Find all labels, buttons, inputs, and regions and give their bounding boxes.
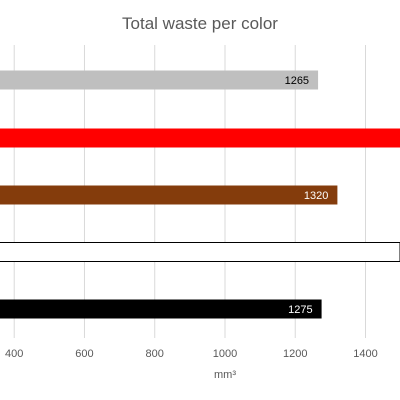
x-tick-label: 600 bbox=[75, 348, 93, 360]
bar-data-label: 1320 bbox=[304, 190, 328, 202]
x-tick-label: 1400 bbox=[353, 348, 377, 360]
x-tick-label: 400 bbox=[5, 348, 23, 360]
bar bbox=[0, 185, 338, 205]
x-tick-label: 1000 bbox=[213, 348, 237, 360]
bar bbox=[0, 242, 400, 262]
x-tick-label: 800 bbox=[146, 348, 164, 360]
bar bbox=[0, 128, 400, 148]
bar-data-label: 1275 bbox=[288, 304, 312, 316]
chart-title: Total waste per color bbox=[122, 14, 278, 33]
bar bbox=[0, 299, 322, 319]
bars: 1265 1320 1275 bbox=[0, 70, 400, 319]
x-axis-label: mm³ bbox=[214, 369, 236, 381]
bar bbox=[0, 70, 319, 90]
bar-data-label: 1265 bbox=[285, 75, 309, 87]
x-tick-label: 1200 bbox=[283, 348, 307, 360]
x-axis-ticks: 400 600 800 1000 1200 1400 bbox=[5, 348, 378, 360]
